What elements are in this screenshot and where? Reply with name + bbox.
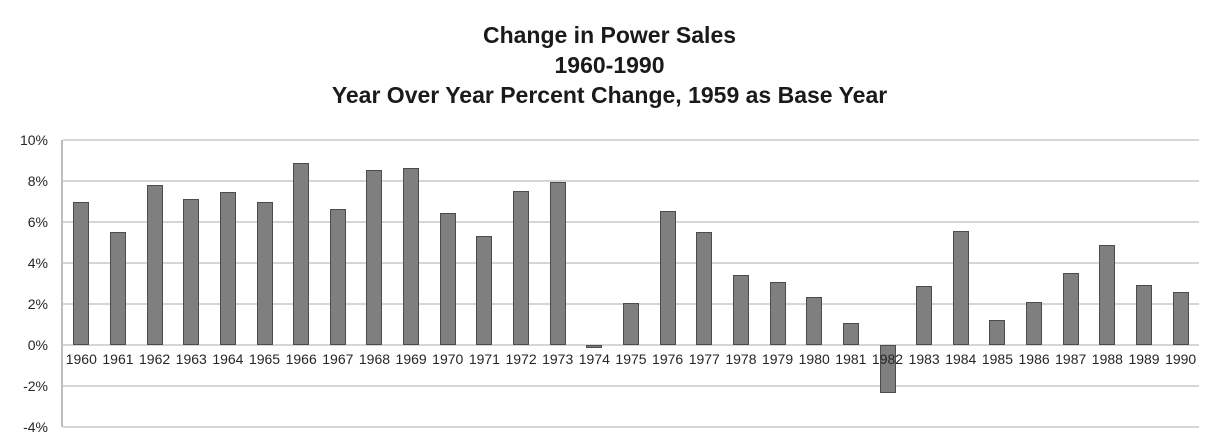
gridline--4% (63, 426, 1199, 428)
x-tick-label-1973: 1973 (542, 351, 574, 367)
y-tick-label-4%: 4% (27, 255, 48, 271)
x-tick-label-1987: 1987 (1055, 351, 1087, 367)
x-tick-label-1980: 1980 (798, 351, 830, 367)
gridline-8% (63, 180, 1199, 182)
y-tick-label-6%: 6% (27, 214, 48, 230)
x-tick-label-1976: 1976 (652, 351, 684, 367)
chart-title: Change in Power Sales 1960-1990 Year Ove… (0, 20, 1219, 110)
x-tick-label-1960: 1960 (65, 351, 97, 367)
x-tick-label-1975: 1975 (615, 351, 647, 367)
bar-1961 (109, 232, 126, 345)
x-tick-label-1982: 1982 (871, 351, 904, 367)
x-tick-label-1964: 1964 (212, 351, 244, 367)
bar-1986 (1026, 301, 1043, 345)
y-tick-label-0%: 0% (27, 337, 48, 353)
x-tick-label-1962: 1962 (139, 351, 171, 367)
bar-1975 (623, 302, 639, 345)
x-tick-label-1986: 1986 (1018, 351, 1050, 367)
gridline-4% (63, 262, 1199, 264)
x-tick-label-1983: 1983 (908, 351, 940, 367)
x-tick-label-1963: 1963 (175, 351, 207, 367)
bar-1983 (916, 285, 933, 345)
bar-1969 (403, 167, 420, 345)
x-tick-label-1979: 1979 (761, 351, 794, 367)
x-tick-label-1965: 1965 (248, 351, 281, 367)
bar-1987 (1062, 273, 1079, 345)
bar-1979 (769, 282, 786, 345)
gridline-6% (63, 221, 1199, 223)
bar-1970 (439, 212, 456, 345)
x-tick-label-1981: 1981 (835, 351, 867, 367)
bar-1967 (329, 208, 346, 345)
x-tick-label-1968: 1968 (358, 351, 391, 367)
x-tick-label-1974: 1974 (578, 351, 610, 367)
x-tick-label-1977: 1977 (688, 351, 720, 367)
bar-1974 (586, 345, 603, 349)
y-tick-label-2%: 2% (27, 296, 48, 312)
x-tick-label-1985: 1985 (981, 351, 1014, 367)
bar-1980 (806, 296, 823, 345)
x-tick-label-1971: 1971 (468, 351, 500, 367)
gridline-10% (63, 139, 1199, 141)
bar-1971 (476, 236, 493, 345)
chart-title-line-1: Change in Power Sales (482, 22, 737, 48)
bar-1972 (513, 191, 530, 345)
y-tick-label-8%: 8% (27, 173, 48, 189)
x-tick-label-1969: 1969 (395, 351, 427, 367)
chart-title-line-2: 1960-1990 (554, 52, 665, 78)
x-tick-label-1989: 1989 (1128, 351, 1160, 367)
bar-1985 (989, 320, 1006, 345)
plot-area: 1960 1961 1962 1963 1964 1965 1966 1967 1968 1969… (61, 139, 1199, 428)
y-tick-label--2%: -2% (23, 378, 48, 394)
bar-1977 (696, 232, 713, 345)
y-tick-label-10%: 10% (19, 132, 48, 148)
gridline-0% (63, 344, 1199, 346)
bar-1982 (879, 345, 896, 394)
x-tick-label-1967: 1967 (322, 351, 354, 367)
x-tick-label-1978: 1978 (725, 351, 757, 367)
x-tick-label-1966: 1966 (285, 351, 317, 367)
bar-1984 (952, 231, 969, 345)
bar-1978 (732, 275, 749, 345)
bar-1966 (293, 162, 310, 345)
bar-1963 (183, 199, 200, 345)
gridline--2% (63, 385, 1199, 387)
bar-1968 (366, 169, 383, 345)
bar-1965 (256, 201, 273, 345)
bar-1964 (219, 192, 236, 345)
bar-1960 (73, 201, 90, 345)
x-tick-label-1972: 1972 (505, 351, 537, 367)
bar-1981 (842, 323, 859, 345)
bar-1990 (1172, 291, 1189, 345)
chart-title-line-3: Year Over Year Percent Change, 1959 as B… (331, 82, 888, 108)
bar-1976 (659, 210, 676, 345)
bar-1973 (549, 182, 566, 345)
x-tick-label-1988: 1988 (1091, 351, 1123, 367)
y-tick-label--4%: -4% (23, 419, 48, 435)
x-tick-label-1970: 1970 (432, 351, 464, 367)
x-tick-label-1990: 1990 (1165, 351, 1197, 367)
bar-1988 (1099, 244, 1116, 345)
x-tick-label-1984: 1984 (945, 351, 977, 367)
x-tick-label-1961: 1961 (102, 351, 134, 367)
bar-1989 (1136, 284, 1153, 345)
bar-1962 (146, 185, 163, 345)
